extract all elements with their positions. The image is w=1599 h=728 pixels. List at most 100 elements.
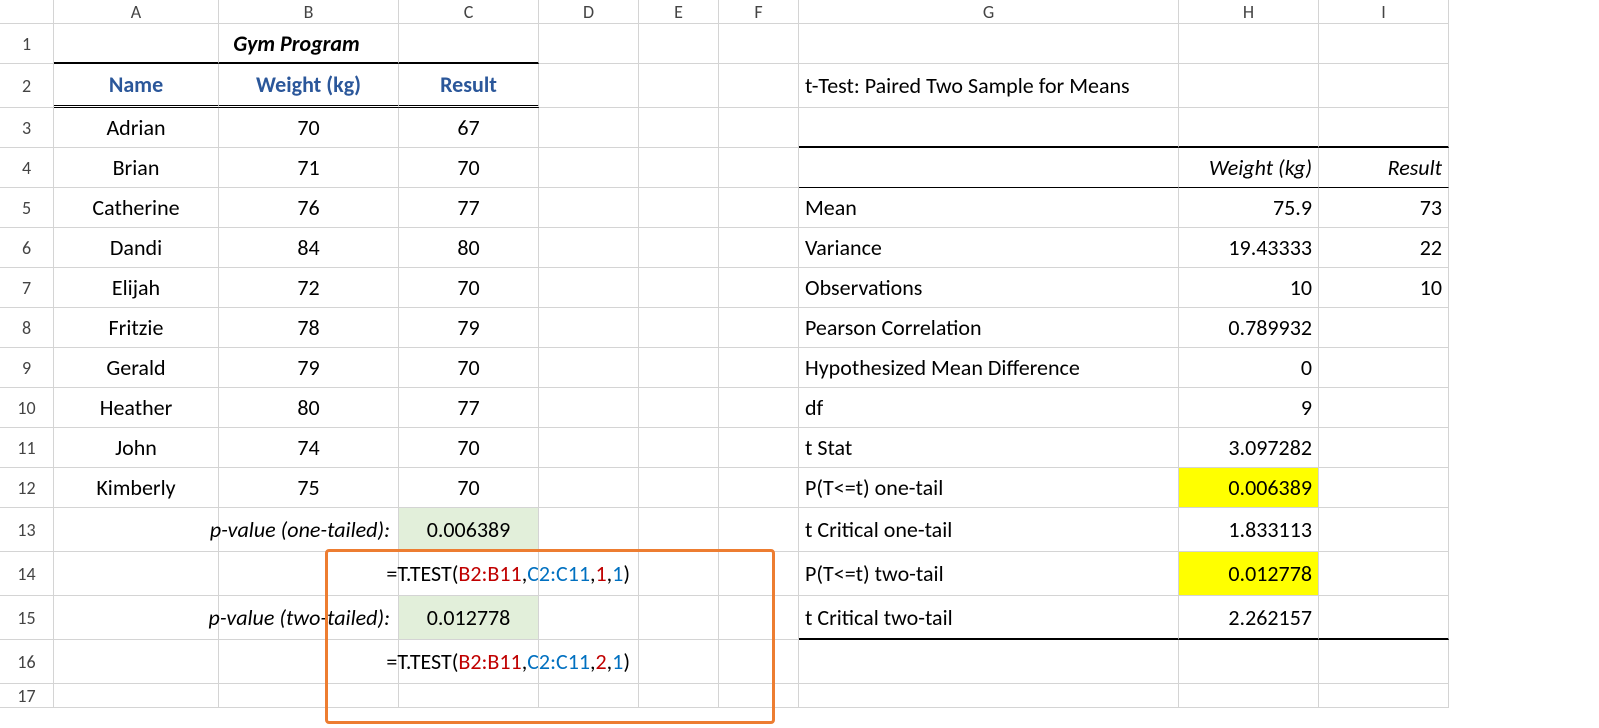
cell-E8[interactable] (639, 308, 719, 348)
col-header-C[interactable]: C (399, 0, 539, 24)
row-header-5[interactable]: 5 (0, 188, 54, 228)
cell-D6[interactable] (539, 228, 639, 268)
cell-H9[interactable]: 0 (1179, 348, 1319, 388)
cell-H12[interactable]: 0.006389 (1179, 468, 1319, 508)
cell-F5[interactable] (719, 188, 799, 228)
cell-D1[interactable] (539, 24, 639, 64)
cell-B5[interactable]: 76 (219, 188, 399, 228)
cell-E10[interactable] (639, 388, 719, 428)
cell-G9[interactable]: Hypothesized Mean Difference (799, 348, 1179, 388)
cell-G13[interactable]: t Critical one-tail (799, 508, 1179, 552)
cell-A2[interactable]: Name (54, 64, 219, 108)
cell-E3[interactable] (639, 108, 719, 148)
cell-I3[interactable] (1319, 108, 1449, 148)
cell-B13[interactable]: p-value (one-tailed): (219, 508, 399, 552)
cell-F8[interactable] (719, 308, 799, 348)
cell-H4[interactable]: Weight (kg) (1179, 148, 1319, 188)
cell-C6[interactable]: 80 (399, 228, 539, 268)
cell-E17[interactable] (639, 684, 719, 708)
cell-B3[interactable]: 70 (219, 108, 399, 148)
cell-H11[interactable]: 3.097282 (1179, 428, 1319, 468)
row-header-14[interactable]: 14 (0, 552, 54, 596)
cell-A12[interactable]: Kimberly (54, 468, 219, 508)
cell-H13[interactable]: 1.833113 (1179, 508, 1319, 552)
cell-G2[interactable]: t-Test: Paired Two Sample for Means (799, 64, 1179, 108)
row-header-9[interactable]: 9 (0, 348, 54, 388)
cell-I2[interactable] (1319, 64, 1449, 108)
cell-E9[interactable] (639, 348, 719, 388)
cell-I14[interactable] (1319, 552, 1449, 596)
cell-G16[interactable] (799, 640, 1179, 684)
cell-I7[interactable]: 10 (1319, 268, 1449, 308)
row-header-7[interactable]: 7 (0, 268, 54, 308)
row-header-6[interactable]: 6 (0, 228, 54, 268)
row-header-11[interactable]: 11 (0, 428, 54, 468)
cell-B15[interactable]: p-value (two-tailed): (219, 596, 399, 640)
cell-F11[interactable] (719, 428, 799, 468)
cell-C13[interactable]: 0.006389 (399, 508, 539, 552)
cell-D5[interactable] (539, 188, 639, 228)
cell-C14[interactable] (399, 552, 539, 596)
cell-F6[interactable] (719, 228, 799, 268)
cell-F1[interactable] (719, 24, 799, 64)
cell-E4[interactable] (639, 148, 719, 188)
cell-D13[interactable] (539, 508, 639, 552)
cell-H6[interactable]: 19.43333 (1179, 228, 1319, 268)
cell-B11[interactable]: 74 (219, 428, 399, 468)
cell-E7[interactable] (639, 268, 719, 308)
cell-H3[interactable] (1179, 108, 1319, 148)
cell-H8[interactable]: 0.789932 (1179, 308, 1319, 348)
cell-H7[interactable]: 10 (1179, 268, 1319, 308)
row-header-15[interactable]: 15 (0, 596, 54, 640)
cell-F4[interactable] (719, 148, 799, 188)
cell-C3[interactable]: 67 (399, 108, 539, 148)
cell-D9[interactable] (539, 348, 639, 388)
cell-A7[interactable]: Elijah (54, 268, 219, 308)
cell-E1[interactable] (639, 24, 719, 64)
cell-F13[interactable] (719, 508, 799, 552)
cell-A4[interactable]: Brian (54, 148, 219, 188)
cell-A13[interactable] (54, 508, 219, 552)
row-header-2[interactable]: 2 (0, 64, 54, 108)
col-header-F[interactable]: F (719, 0, 799, 24)
cell-E5[interactable] (639, 188, 719, 228)
cell-E16[interactable] (639, 640, 719, 684)
cell-C16[interactable] (399, 640, 539, 684)
col-header-A[interactable]: A (54, 0, 219, 24)
cell-B10[interactable]: 80 (219, 388, 399, 428)
col-header-E[interactable]: E (639, 0, 719, 24)
cell-I6[interactable]: 22 (1319, 228, 1449, 268)
cell-A10[interactable]: Heather (54, 388, 219, 428)
cell-D11[interactable] (539, 428, 639, 468)
cell-B12[interactable]: 75 (219, 468, 399, 508)
cell-I16[interactable] (1319, 640, 1449, 684)
col-header-H[interactable]: H (1179, 0, 1319, 24)
cell-C12[interactable]: 70 (399, 468, 539, 508)
cell-G17[interactable] (799, 684, 1179, 708)
cell-G7[interactable]: Observations (799, 268, 1179, 308)
cell-I13[interactable] (1319, 508, 1449, 552)
cell-G15[interactable]: t Critical two-tail (799, 596, 1179, 640)
cell-E13[interactable] (639, 508, 719, 552)
cell-F15[interactable] (719, 596, 799, 640)
cell-B6[interactable]: 84 (219, 228, 399, 268)
cell-D8[interactable] (539, 308, 639, 348)
cell-E15[interactable] (639, 596, 719, 640)
cell-D17[interactable] (539, 684, 639, 708)
cell-C10[interactable]: 77 (399, 388, 539, 428)
cell-F16[interactable] (719, 640, 799, 684)
cell-C1[interactable] (399, 24, 539, 64)
cell-A1[interactable]: Gym Program (54, 24, 219, 64)
cell-C17[interactable] (399, 684, 539, 708)
col-header-D[interactable]: D (539, 0, 639, 24)
cell-E12[interactable] (639, 468, 719, 508)
cell-I10[interactable] (1319, 388, 1449, 428)
col-header-I[interactable]: I (1319, 0, 1449, 24)
cell-H10[interactable]: 9 (1179, 388, 1319, 428)
cell-H16[interactable] (1179, 640, 1319, 684)
cell-G10[interactable]: df (799, 388, 1179, 428)
cell-B1[interactable] (219, 24, 399, 64)
cell-D4[interactable] (539, 148, 639, 188)
cell-C7[interactable]: 70 (399, 268, 539, 308)
cell-G1[interactable] (799, 24, 1179, 64)
